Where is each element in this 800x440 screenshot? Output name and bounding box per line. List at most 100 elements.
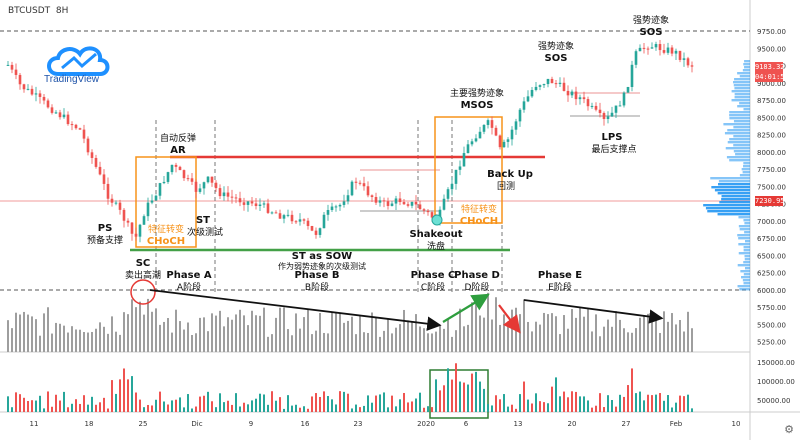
candle-body: [558, 82, 562, 84]
volume-bar: [507, 323, 509, 352]
volume-bar-colored: [151, 405, 153, 412]
volume-bar-colored: [583, 396, 585, 412]
volume-highlight-box: [429, 369, 489, 419]
time-tick: 18: [85, 420, 94, 428]
candle-body: [26, 88, 30, 90]
volume-bar: [467, 324, 469, 352]
volume-bar-colored: [599, 393, 601, 412]
volume-bar-colored: [563, 391, 565, 412]
volume-profile-bar: [743, 261, 750, 264]
volume-bar: [455, 330, 457, 352]
volume-profile-bar: [741, 168, 750, 171]
volume-bar: [371, 312, 373, 352]
volume-bar: [343, 322, 345, 352]
volume-bar: [271, 334, 273, 352]
candle-body: [30, 88, 34, 95]
volume-profile-bar: [707, 210, 750, 213]
volume-bar: [267, 336, 269, 352]
volume-bar: [347, 320, 349, 352]
volume-bar-colored: [231, 404, 233, 412]
label-lps: LPS: [602, 132, 623, 143]
candle-body: [238, 198, 242, 203]
volume-bar-colored: [83, 395, 85, 412]
candle-body: [126, 220, 130, 223]
volume-profile-bar: [738, 252, 750, 255]
volume-bar-colored: [467, 384, 469, 412]
label-msos-cn: 主要强势迹象: [450, 87, 504, 99]
price-tick: 7500.00: [757, 183, 786, 191]
label-sos2-cn: 强势迹象: [633, 14, 669, 26]
volume-bar-colored: [331, 399, 333, 412]
candle-body: [310, 226, 314, 231]
volume-bar-colored: [503, 394, 505, 412]
candle-body: [150, 200, 154, 203]
label-shakeout: Shakeout: [409, 229, 462, 240]
volume-bar-colored: [607, 395, 609, 412]
volume-bar: [447, 319, 449, 352]
volume-bar-colored: [367, 395, 369, 412]
interval-label: 8H: [55, 6, 69, 16]
label-backup-cn: 回测: [497, 181, 515, 192]
volume-bar: [643, 315, 645, 352]
volume-profile-bar: [735, 153, 750, 156]
volume-profile-bar: [738, 216, 750, 219]
candle-body: [66, 114, 70, 125]
candle-body: [174, 164, 178, 167]
candle-body: [674, 50, 678, 54]
volume-profile-bar: [710, 177, 750, 180]
volume-bar-colored: [299, 407, 301, 412]
candle-body: [326, 210, 330, 215]
label-sos1: SOS: [545, 53, 568, 64]
volume-bar-colored: [199, 396, 201, 412]
candle-body: [354, 181, 358, 183]
volume-bar-colored: [443, 385, 445, 412]
volume-bar-colored: [387, 407, 389, 412]
label-ar: AR: [170, 145, 186, 156]
time-tick: 25: [139, 420, 148, 428]
volume-bar-colored: [639, 391, 641, 412]
volume-profile-bar: [719, 201, 750, 204]
candle-body: [690, 65, 694, 67]
volume-profile-bar: [743, 165, 750, 168]
volume-bar: [131, 299, 133, 352]
volume-bar-colored: [175, 399, 177, 412]
symbol-label[interactable]: BTCUSDT 8H: [8, 6, 68, 16]
volume-bar: [275, 317, 277, 352]
volume-bar-colored: [295, 404, 297, 412]
label-msos: MSOS: [461, 100, 494, 111]
candle-body: [578, 97, 582, 100]
label-sc: SC: [136, 258, 151, 269]
volume-bar-colored: [247, 404, 249, 412]
candle-body: [50, 107, 54, 113]
volume-profile-bar: [723, 123, 750, 126]
volume-bar: [71, 326, 73, 352]
volume-bar: [323, 332, 325, 352]
volume-bar: [203, 317, 205, 352]
candle-body: [6, 64, 10, 66]
volume-bar-colored: [519, 394, 521, 412]
volume-bar-colored: [399, 399, 401, 412]
volume-bar-colored: [523, 381, 525, 412]
candle-body: [146, 202, 150, 217]
candle-body: [314, 230, 318, 235]
candle-body: [394, 198, 398, 204]
volume-bar: [195, 333, 197, 352]
candle-body: [506, 139, 510, 142]
volume-bar: [11, 328, 13, 352]
volume-bar: [535, 321, 537, 352]
candle-body: [278, 213, 282, 219]
volume-bar: [331, 311, 333, 352]
volume-bar-colored: [135, 392, 137, 412]
volume-bar-colored: [243, 402, 245, 412]
volume-profile-bar: [739, 228, 750, 231]
volume-bar-colored: [603, 407, 605, 412]
candle-body: [218, 188, 222, 197]
candle-body: [122, 209, 126, 221]
settings-gear-icon[interactable]: ⚙: [784, 423, 794, 436]
shakeout-marker-icon: [431, 214, 443, 226]
volume-bar: [551, 313, 553, 352]
candle-body: [626, 86, 630, 93]
volume-bar: [307, 309, 309, 352]
